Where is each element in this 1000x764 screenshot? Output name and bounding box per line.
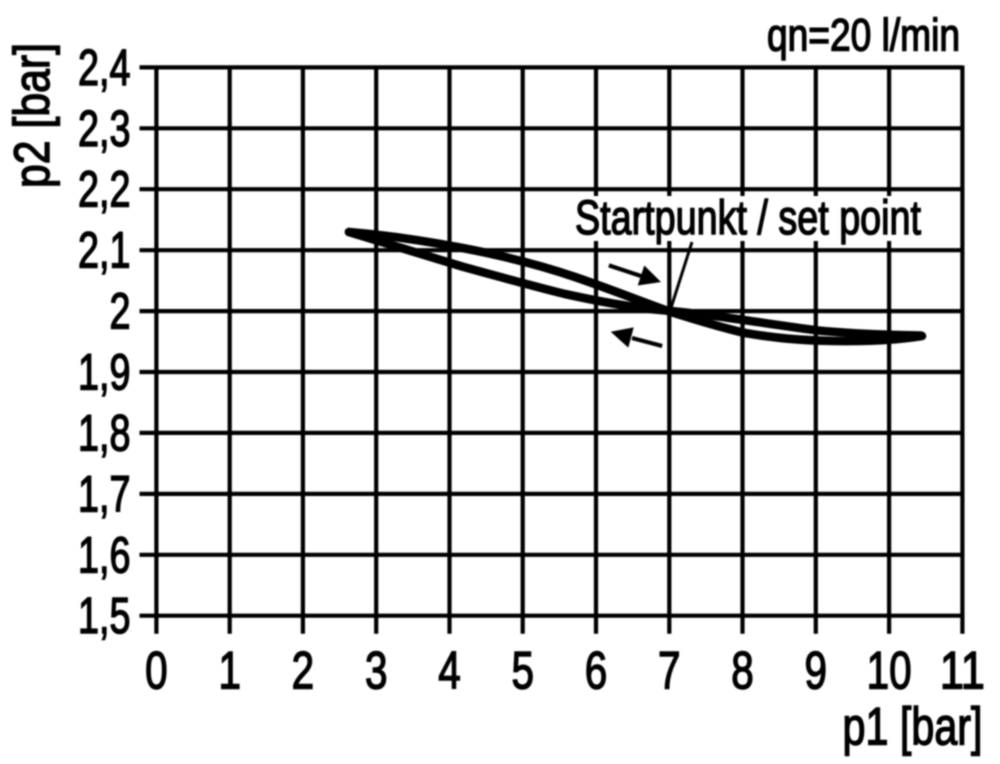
svg-text:2: 2 [110,283,131,340]
svg-text:p2 [bar]: p2 [bar] [4,43,60,188]
svg-text:10: 10 [867,642,912,701]
svg-text:Startpunkt / set point: Startpunkt / set point [575,191,921,245]
svg-text:4: 4 [438,642,461,701]
svg-text:1,5: 1,5 [78,587,131,644]
svg-text:11: 11 [940,642,985,701]
svg-text:1: 1 [218,642,241,701]
svg-text:2,3: 2,3 [78,100,131,157]
svg-text:2,2: 2,2 [78,161,131,218]
svg-text:2: 2 [292,642,315,701]
svg-text:5: 5 [511,642,534,701]
svg-text:p1 [bar]: p1 [bar] [843,697,983,756]
svg-text:3: 3 [365,642,388,701]
svg-text:9: 9 [805,642,828,701]
svg-text:7: 7 [658,642,681,701]
svg-text:1,6: 1,6 [78,526,131,583]
svg-text:0: 0 [145,642,168,701]
svg-text:8: 8 [731,642,754,701]
svg-text:2,1: 2,1 [78,222,131,279]
svg-text:qn=20 l/min: qn=20 l/min [767,10,960,61]
svg-text:1,7: 1,7 [78,465,131,522]
svg-text:6: 6 [585,642,608,701]
svg-text:1,9: 1,9 [78,344,131,401]
svg-text:1,8: 1,8 [78,404,131,461]
svg-text:2,4: 2,4 [78,39,131,96]
